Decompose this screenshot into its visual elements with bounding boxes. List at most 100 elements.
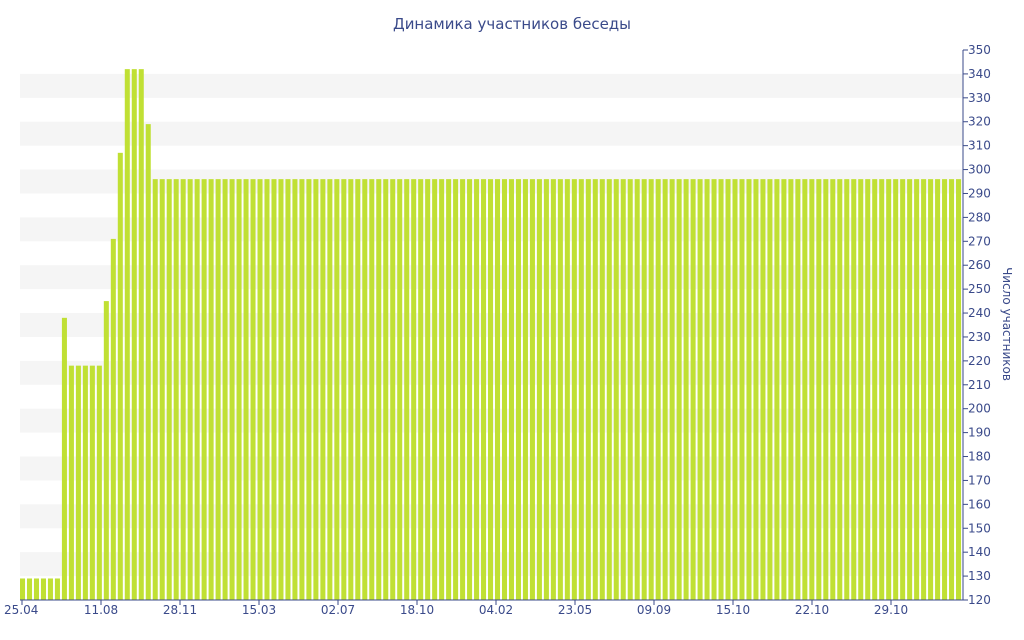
- y-tick-label: 150: [968, 521, 991, 535]
- bar: [54, 578, 60, 600]
- bar: [837, 179, 843, 600]
- x-tick-label: 25.04: [4, 603, 38, 617]
- bar: [180, 179, 186, 600]
- bar: [928, 179, 934, 600]
- bar: [33, 578, 39, 600]
- bar: [159, 179, 165, 600]
- bar: [355, 179, 361, 600]
- bar: [676, 179, 682, 600]
- bar: [362, 179, 368, 600]
- bar: [467, 179, 473, 600]
- bar: [557, 179, 563, 600]
- bar: [474, 179, 480, 600]
- x-tick-label: 29.10: [874, 603, 908, 617]
- bar: [327, 179, 333, 600]
- bar-series: [20, 69, 962, 600]
- bar: [571, 179, 577, 600]
- bar: [432, 179, 438, 600]
- y-tick-label: 290: [968, 186, 991, 200]
- bar: [89, 365, 95, 600]
- bar: [376, 179, 382, 600]
- bar: [453, 179, 459, 600]
- bar: [292, 179, 298, 600]
- bar: [348, 179, 354, 600]
- y-axis-label: Число участников: [1000, 267, 1014, 381]
- bar: [341, 179, 347, 600]
- bar: [75, 365, 81, 600]
- bar: [508, 179, 514, 600]
- bar: [935, 179, 941, 600]
- bar: [592, 179, 598, 600]
- bar: [264, 179, 270, 600]
- bar: [250, 179, 256, 600]
- bar: [781, 179, 787, 600]
- y-tick-label: 270: [968, 234, 991, 248]
- y-tick-label: 280: [968, 210, 991, 224]
- bar: [229, 179, 235, 600]
- x-tick-label: 04.02: [479, 603, 513, 617]
- bar: [61, 317, 67, 600]
- bar: [648, 179, 654, 600]
- bar: [662, 179, 668, 600]
- bar: [68, 365, 74, 600]
- x-tick-label: 02.07: [321, 603, 355, 617]
- bar: [501, 179, 508, 600]
- bar: [446, 179, 452, 600]
- bar: [900, 179, 906, 600]
- bar: [683, 179, 689, 600]
- bar: [802, 179, 808, 600]
- y-tick-label: 230: [968, 330, 991, 344]
- bar: [20, 578, 26, 600]
- bar: [613, 179, 619, 600]
- bar: [425, 179, 431, 600]
- bar: [215, 179, 221, 600]
- bar: [236, 179, 242, 600]
- bar: [320, 179, 326, 600]
- bar: [851, 179, 857, 600]
- bar: [173, 179, 179, 600]
- y-tick-label: 300: [968, 163, 991, 177]
- bar: [767, 179, 773, 600]
- bar: [634, 179, 640, 600]
- bar: [529, 179, 535, 600]
- bar: [844, 179, 850, 600]
- x-tick-label: 23.05: [558, 603, 592, 617]
- y-tick-label: 220: [968, 354, 991, 368]
- bar: [404, 179, 410, 600]
- bar: [334, 179, 340, 600]
- y-tick-label: 340: [968, 67, 991, 81]
- x-tick-label: 18.10: [400, 603, 434, 617]
- bar: [369, 179, 375, 600]
- bar: [397, 179, 403, 600]
- bar: [914, 179, 920, 600]
- bar: [103, 301, 109, 600]
- y-tick-label: 240: [968, 306, 991, 320]
- bar: [271, 179, 277, 600]
- y-tick-label: 200: [968, 402, 991, 416]
- grid-band: [20, 73, 963, 98]
- chart-title: Динамика участников беседы: [393, 15, 631, 33]
- bar: [669, 179, 675, 600]
- bar: [110, 238, 116, 600]
- x-axis-ticks: 25.04 11.08 28.11 15.03 02.07 18.10 04.02 23.05…: [4, 600, 908, 617]
- bar: [830, 179, 836, 600]
- y-tick-label: 130: [968, 569, 991, 583]
- bar: [481, 179, 487, 600]
- bar: [606, 179, 612, 600]
- bar: [921, 179, 927, 600]
- bar: [620, 179, 626, 600]
- bar: [522, 179, 528, 600]
- bar: [809, 179, 815, 600]
- bar: [494, 179, 501, 600]
- bar: [543, 179, 549, 600]
- y-tick-label: 310: [968, 139, 991, 153]
- bar: [285, 179, 291, 600]
- bar: [208, 179, 214, 600]
- bar: [893, 179, 899, 600]
- bar: [439, 179, 445, 600]
- bar: [711, 179, 717, 600]
- bar: [536, 179, 542, 600]
- bar: [788, 179, 794, 600]
- bar: [739, 179, 745, 600]
- bar: [816, 179, 822, 600]
